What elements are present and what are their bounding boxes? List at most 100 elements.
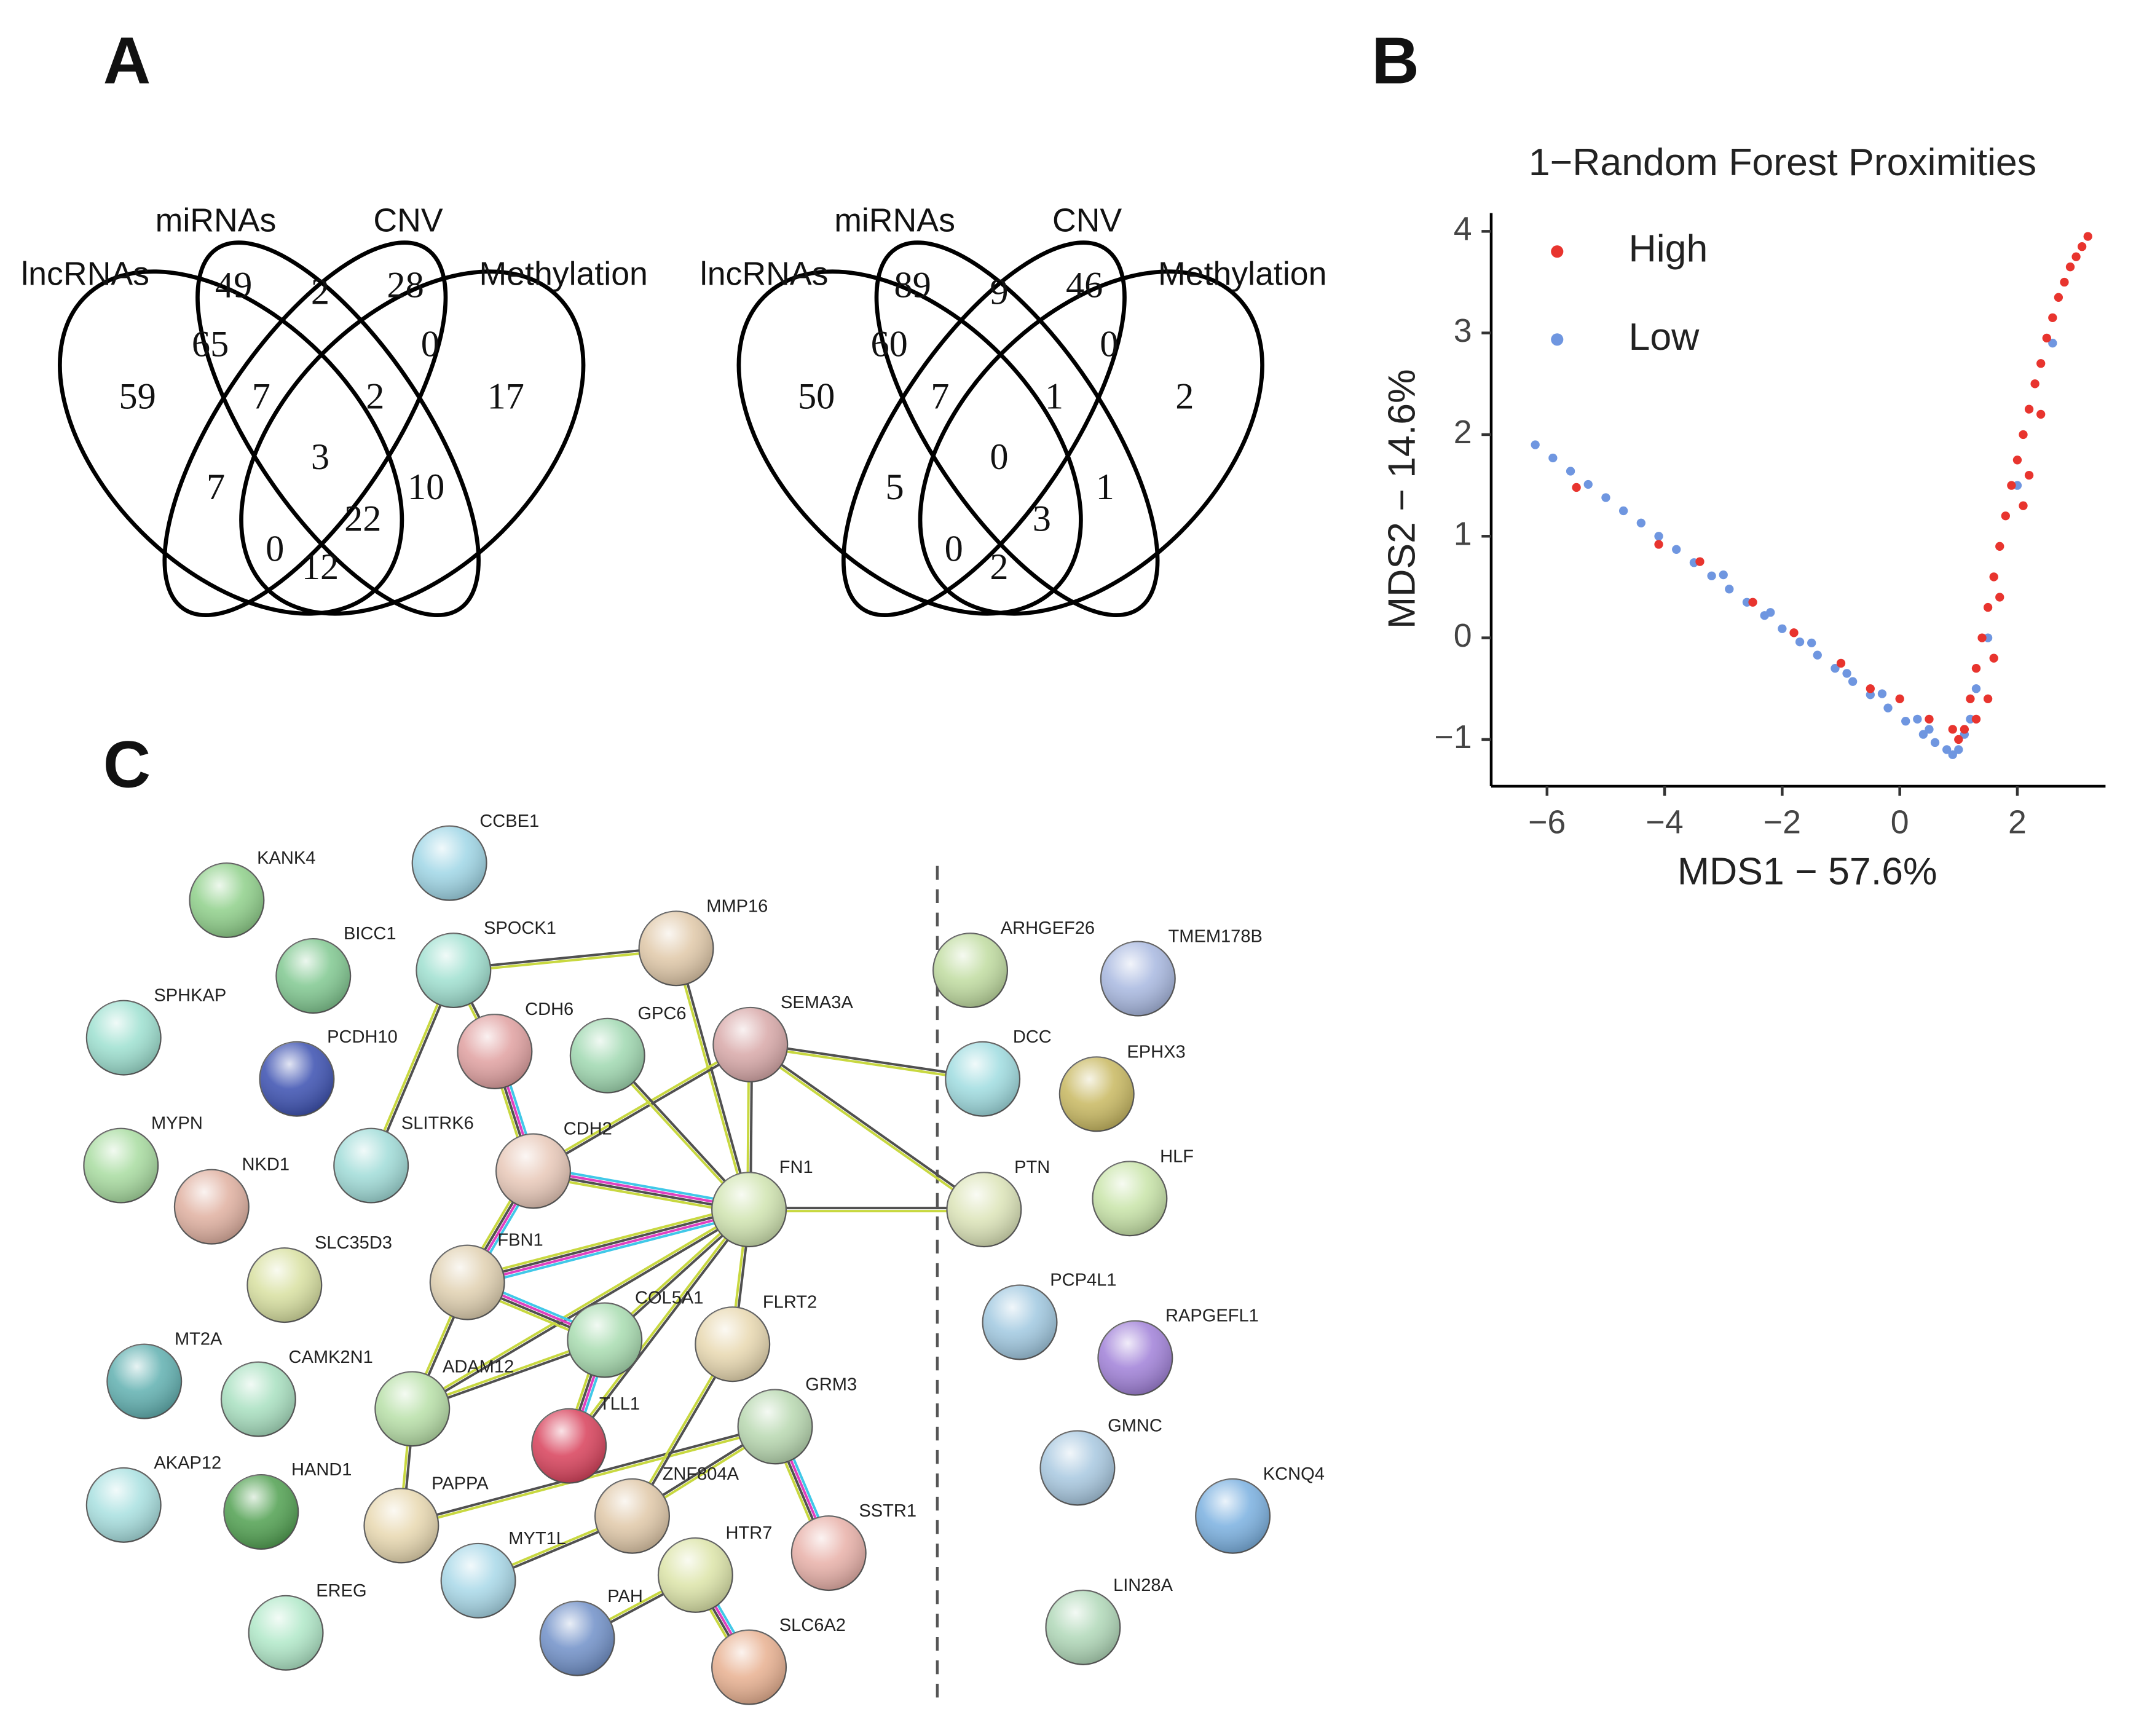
node-shine bbox=[248, 1595, 323, 1670]
panel-label: B bbox=[1371, 24, 1419, 98]
network-edge bbox=[676, 947, 752, 1210]
point bbox=[1719, 570, 1728, 580]
venn-set bbox=[874, 240, 1160, 617]
network-edge bbox=[467, 1210, 750, 1285]
node-shine bbox=[221, 1362, 296, 1437]
node-label: MT2A bbox=[175, 1330, 223, 1349]
legend-marker bbox=[1551, 245, 1564, 258]
y-tick-label: 4 bbox=[1454, 211, 1472, 248]
node-shine bbox=[1196, 1478, 1270, 1553]
node-label: FBN1 bbox=[497, 1231, 543, 1250]
network-edge bbox=[467, 1207, 749, 1282]
node-label: ARHGEF26 bbox=[1001, 918, 1095, 938]
point bbox=[2024, 470, 2034, 480]
legend-marker bbox=[1551, 333, 1564, 346]
venn-set bbox=[162, 240, 448, 617]
node-label: PAPPA bbox=[432, 1474, 489, 1493]
point bbox=[1942, 745, 1952, 754]
point bbox=[1966, 694, 1975, 703]
y-tick-label: −1 bbox=[1434, 719, 1472, 756]
point bbox=[1954, 745, 1963, 754]
venn-set-label: Methylation bbox=[1158, 256, 1326, 293]
point bbox=[2030, 379, 2040, 389]
point bbox=[1989, 653, 1998, 663]
panel-label: C bbox=[103, 727, 151, 801]
node-shine bbox=[738, 1389, 813, 1464]
node-label: EPHX3 bbox=[1127, 1042, 1185, 1062]
node-label: SLC35D3 bbox=[315, 1233, 392, 1253]
point bbox=[2054, 293, 2063, 302]
node-shine bbox=[1092, 1161, 1167, 1236]
y-tick-label: 0 bbox=[1454, 617, 1472, 654]
node-shine bbox=[695, 1307, 770, 1382]
node-label: SLC6A2 bbox=[779, 1616, 846, 1635]
venn-count: 10 bbox=[408, 467, 444, 508]
point bbox=[1813, 650, 1822, 660]
point bbox=[1831, 664, 1840, 673]
venn-count: 0 bbox=[1100, 324, 1118, 365]
node-shine bbox=[639, 911, 714, 986]
point bbox=[1636, 518, 1645, 527]
node-shine bbox=[334, 1128, 409, 1203]
node-shine bbox=[1040, 1430, 1115, 1505]
point bbox=[2048, 339, 2057, 348]
network: KANK4 CCBE1 BICC1 SPOCK1 MMP16 SPHKAP PCDH10 CD… bbox=[83, 811, 1325, 1705]
node-label: MMP16 bbox=[706, 896, 768, 916]
node-label: NKD1 bbox=[242, 1155, 290, 1175]
venn-count: 0 bbox=[266, 529, 284, 570]
x-tick-label: −2 bbox=[1764, 804, 1801, 841]
point bbox=[1778, 624, 1787, 633]
node-shine bbox=[945, 1041, 1020, 1116]
node-shine bbox=[1059, 1057, 1134, 1132]
point bbox=[2077, 242, 2087, 251]
venn-set bbox=[841, 240, 1127, 617]
venn-set bbox=[239, 269, 586, 616]
node-shine bbox=[247, 1248, 322, 1322]
node-shine bbox=[416, 933, 491, 1008]
node-label: CCBE1 bbox=[479, 811, 539, 831]
point bbox=[1995, 593, 2004, 602]
venn-count: 12 bbox=[302, 546, 339, 588]
point bbox=[1930, 738, 1940, 748]
node-shine bbox=[570, 1018, 645, 1093]
venn-count: 50 bbox=[798, 376, 835, 417]
node-shine bbox=[224, 1475, 299, 1549]
network-edge bbox=[749, 1044, 984, 1212]
node-label: PAH bbox=[607, 1587, 643, 1606]
network-edge bbox=[532, 1042, 751, 1171]
point bbox=[1795, 637, 1805, 647]
node-label: COL5A1 bbox=[635, 1288, 703, 1308]
node-shine bbox=[189, 863, 264, 937]
venn-count: 3 bbox=[1033, 499, 1051, 540]
node-shine bbox=[540, 1601, 615, 1676]
node-shine bbox=[107, 1344, 182, 1419]
node-shine bbox=[933, 933, 1007, 1008]
point bbox=[1901, 717, 1910, 726]
node-label: HLF bbox=[1160, 1146, 1194, 1166]
y-tick-label: 3 bbox=[1454, 312, 1472, 349]
node-label: SLITRK6 bbox=[401, 1114, 474, 1134]
venn-count: 0 bbox=[945, 529, 963, 570]
network-edge bbox=[465, 1204, 749, 1279]
point bbox=[1725, 585, 1734, 594]
chart-title: 1−Random Forest Proximities bbox=[1529, 141, 2036, 184]
node-shine bbox=[174, 1169, 249, 1244]
node-shine bbox=[84, 1128, 159, 1203]
node-shine bbox=[532, 1408, 607, 1483]
node-shine bbox=[791, 1516, 866, 1590]
node-shine bbox=[712, 1630, 786, 1705]
point bbox=[1995, 542, 2004, 551]
point bbox=[1707, 571, 1716, 580]
node-shine bbox=[276, 939, 351, 1013]
venn-count: 17 bbox=[487, 376, 524, 417]
venn-count: 1 bbox=[1045, 376, 1063, 417]
node-label: HTR7 bbox=[726, 1523, 773, 1543]
point bbox=[1836, 658, 1846, 668]
node-shine bbox=[86, 1000, 161, 1075]
node-shine bbox=[713, 1007, 788, 1082]
point bbox=[1695, 557, 1705, 566]
point bbox=[2042, 333, 2051, 343]
point bbox=[1672, 545, 1681, 554]
node-shine bbox=[364, 1488, 439, 1563]
